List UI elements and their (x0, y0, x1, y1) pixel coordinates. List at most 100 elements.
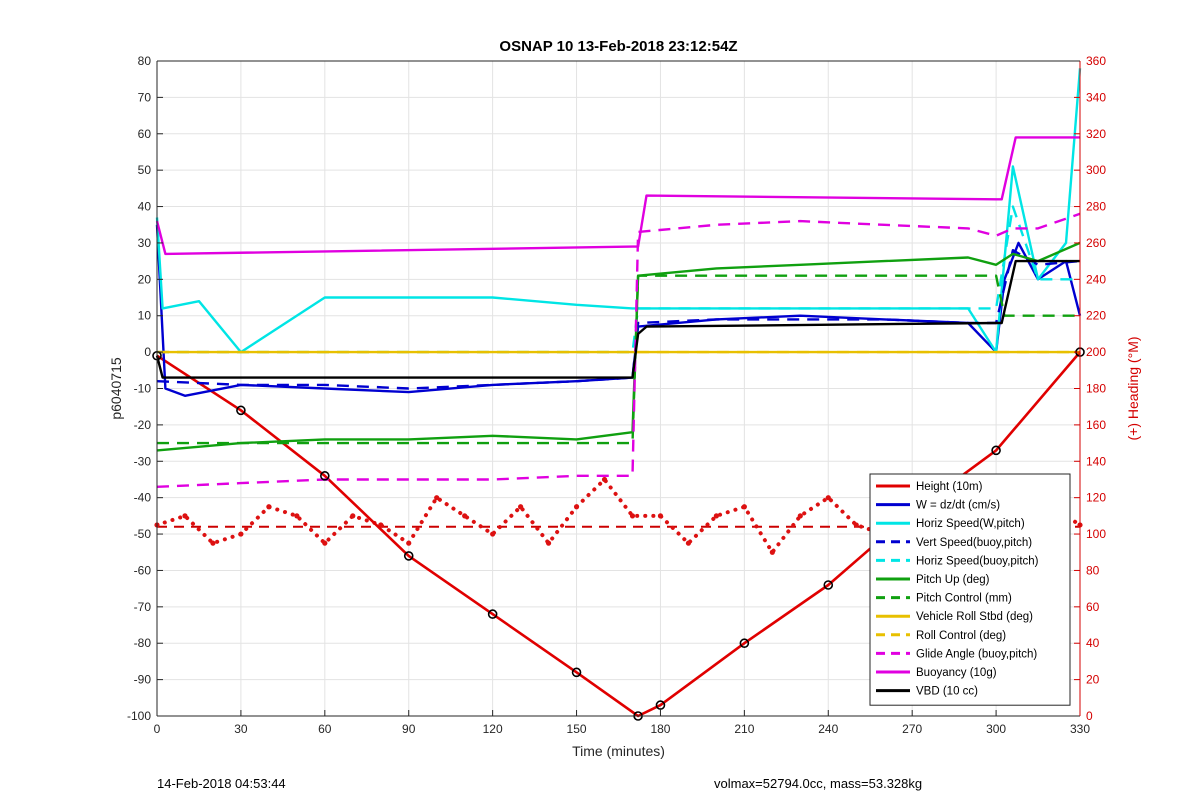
y-tick-label-left: 70 (138, 90, 152, 104)
series-line-3 (156, 248, 1081, 390)
legend-label: Buoyancy (10g) (916, 667, 997, 679)
chart-title: OSNAP 10 13-Feb-2018 23:12:54Z (499, 38, 737, 55)
heading-point (350, 513, 356, 519)
legend-label: Pitch Control (mm) (916, 593, 1012, 605)
y-tick-label-right: 120 (1086, 491, 1106, 505)
heading-point (601, 476, 608, 483)
x-tick-label: 180 (650, 722, 670, 736)
heading-point (322, 540, 328, 546)
x-tick-label: 60 (318, 722, 332, 736)
y-tick-label-right: 240 (1086, 272, 1106, 286)
heading-point (853, 522, 859, 528)
footer-timestamp: 14-Feb-2018 04:53:44 (157, 776, 286, 791)
y-tick-label-left: -30 (134, 454, 152, 468)
height-point (487, 609, 498, 619)
heading-point (573, 504, 580, 510)
heading-point (657, 513, 664, 519)
heading-point (462, 513, 468, 519)
heading-point (294, 513, 300, 519)
x-tick-label: 30 (234, 722, 248, 736)
y-tick-label-left: -50 (134, 527, 152, 541)
y-tick-label-left: -70 (134, 600, 152, 614)
y-tick-label-left: -20 (134, 418, 152, 432)
y-tick-label-right: 220 (1086, 309, 1106, 323)
heading-point (238, 531, 244, 537)
height-point (403, 551, 414, 561)
y-tick-label-left: 80 (138, 54, 152, 68)
plot-area (152, 68, 1085, 721)
heading-point (518, 504, 524, 510)
heading-point (825, 495, 831, 501)
height-point (823, 580, 834, 590)
x-tick-label: 270 (902, 722, 922, 736)
y-tick-label-left: -60 (134, 563, 152, 577)
y-tick-label-left: 20 (138, 272, 152, 286)
axes: 0 30 60 90 120 150 180 210 240 270 300 330-100-90-8… (127, 54, 1106, 736)
legend-label: VBD (10 cc) (916, 686, 978, 698)
series-line-9 (156, 212, 1081, 488)
y-tick-label-left: 40 (138, 200, 152, 214)
y-tick-label-left: -80 (134, 636, 152, 650)
height-point (739, 638, 750, 649)
heading-point (434, 495, 440, 501)
y-axis-label-left: p6040715 (108, 357, 124, 420)
heading-point (713, 513, 719, 519)
height-point (571, 667, 582, 678)
heading-point (545, 540, 552, 546)
heading-point (266, 504, 272, 510)
heading-point (490, 531, 496, 537)
heading-point (797, 513, 803, 519)
y-tick-label-right: 40 (1086, 636, 1100, 650)
height-point (655, 700, 666, 710)
y-tick-label-right: 280 (1086, 200, 1106, 214)
legend-label: Roll Control (deg) (916, 630, 1006, 642)
x-tick-label: 210 (734, 722, 754, 736)
legend: Height (10m) W = dz/dt (cm/s) Horiz Speed(… (869, 473, 1071, 706)
y-tick-label-right: 260 (1086, 236, 1106, 250)
y-tick-label-right: 140 (1086, 454, 1106, 468)
y-tick-label-right: 80 (1086, 563, 1100, 577)
legend-label: Vehicle Roll Stbd (deg) (916, 611, 1033, 623)
y-tick-label-right: 360 (1086, 54, 1106, 68)
x-axis-label: Time (minutes) (572, 743, 665, 759)
heading-point (182, 513, 188, 519)
series-line-1 (155, 224, 1082, 397)
legend-label: Horiz Speed(W,pitch) (916, 518, 1025, 530)
y-tick-label-right: 300 (1086, 163, 1106, 177)
y-tick-label-right: 200 (1086, 345, 1106, 359)
legend-label: Pitch Up (deg) (916, 574, 990, 586)
x-tick-label: 240 (818, 722, 838, 736)
y-tick-label-right: 0 (1086, 709, 1093, 723)
x-tick-label: 120 (483, 722, 503, 736)
footer-volmax-mass: volmax=52794.0cc, mass=53.328kg (714, 776, 922, 791)
y-tick-label-left: 50 (138, 163, 152, 177)
y-tick-label-left: -40 (134, 491, 152, 505)
x-tick-label: 150 (567, 722, 587, 736)
y-tick-label-right: 60 (1086, 600, 1100, 614)
y-tick-label-left: 0 (144, 345, 151, 359)
y-tick-label-right: 160 (1086, 418, 1106, 432)
series-line-5 (156, 241, 1081, 452)
legend-box (869, 473, 1071, 706)
y-tick-label-left: 10 (138, 309, 152, 323)
y-tick-label-right: 20 (1086, 673, 1100, 687)
x-tick-label: 300 (986, 722, 1006, 736)
heading-series-line (155, 476, 1082, 556)
legend-label: Horiz Speed(buoy,pitch) (916, 555, 1039, 567)
legend-label: Height (10m) (916, 481, 983, 493)
heading-point (406, 540, 412, 546)
y-axis-label-right: (+) Heading (°M) (1125, 336, 1141, 440)
legend-label: Vert Speed(buoy,pitch) (916, 537, 1032, 549)
legend-label: W = dz/dt (cm/s) (916, 500, 1000, 512)
y-tick-label-left: -90 (134, 673, 152, 687)
height-point (236, 405, 246, 416)
y-tick-label-right: 180 (1086, 382, 1106, 396)
heading-point (741, 504, 747, 510)
series-line-6 (157, 274, 1080, 445)
heading-point (685, 540, 692, 546)
y-tick-label-left: -100 (127, 709, 151, 723)
height-point (320, 471, 330, 481)
height-point (991, 445, 1001, 456)
y-tick-label-right: 100 (1086, 527, 1106, 541)
